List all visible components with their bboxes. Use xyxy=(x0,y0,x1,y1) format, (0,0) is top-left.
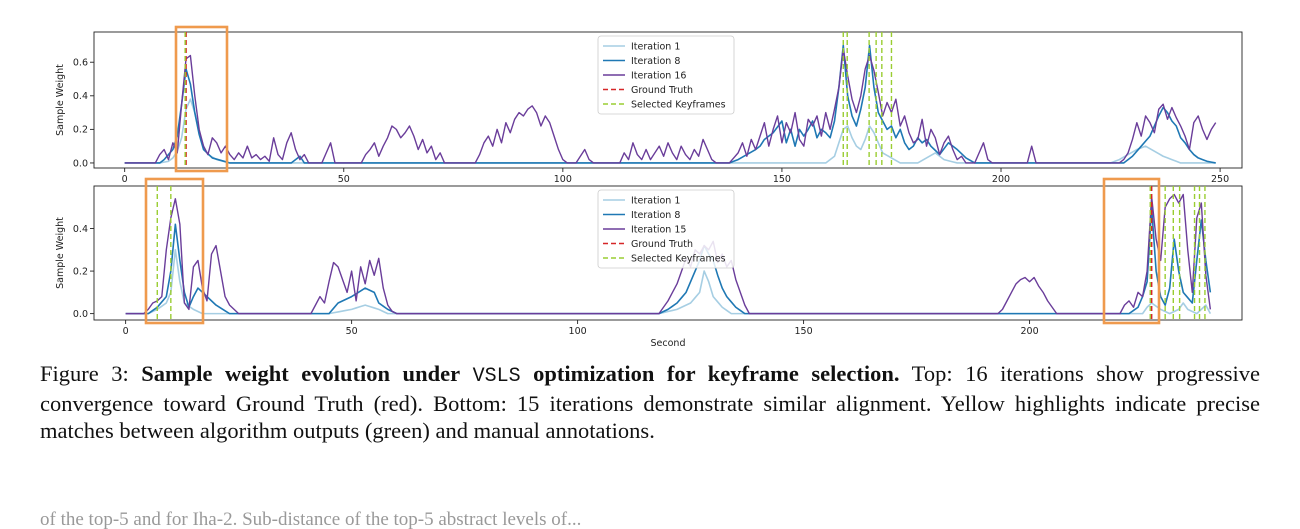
highlight-box xyxy=(174,25,229,173)
legend: Iteration 1 Iteration 8 Iteration 16 Ground… xyxy=(597,35,735,115)
legend: Iteration 1 Iteration 8 Iteration 15 Ground… xyxy=(597,189,735,269)
y-tick-label: 0.4 xyxy=(73,91,88,102)
chart-panel-2: 0 50 100 150 200 0.0 0.2 0.4 Sample Weight Second… xyxy=(55,177,1243,349)
legend-label: Ground Truth xyxy=(631,85,693,96)
legend-label: Selected Keyframes xyxy=(631,99,726,110)
x-tick-label: 100 xyxy=(554,174,572,185)
legend-label: Iteration 16 xyxy=(631,70,686,81)
legend-label: Ground Truth xyxy=(631,239,693,250)
y-tick-label: 0.0 xyxy=(73,309,88,320)
y-tick-label: 0.0 xyxy=(73,158,88,169)
x-tick-label: 0 xyxy=(123,326,129,337)
plot-area xyxy=(124,32,1217,168)
figure: 0 50 100 150 200 250 0.0 0.2 0.4 0.6 Sample Weight… xyxy=(55,25,1243,349)
figure-caption: Figure 3: Sample weight evolution under … xyxy=(40,360,1260,444)
caption-body: Top: 16 iterations show progressive conv… xyxy=(40,361,1261,443)
x-tick-label: 200 xyxy=(1021,326,1039,337)
legend-label: Iteration 8 xyxy=(631,56,680,67)
x-tick-label: 150 xyxy=(795,326,813,337)
x-tick-label: 50 xyxy=(346,326,358,337)
x-tick-label: 250 xyxy=(1211,174,1229,185)
chart-panel-1: 0 50 100 150 200 250 0.0 0.2 0.4 0.6 Sample Weight… xyxy=(55,25,1243,185)
caption-bold-post: optimization for keyframe selection. xyxy=(533,361,900,386)
series-line-iteration-16 xyxy=(124,48,1217,164)
legend-label: Iteration 1 xyxy=(631,195,680,206)
legend-label: Iteration 1 xyxy=(631,41,680,52)
x-axis-label: Second xyxy=(651,338,686,349)
caption-label: Figure 3: xyxy=(40,361,129,386)
series-line-iteration-8 xyxy=(124,44,1216,164)
x-tick-label: 200 xyxy=(992,174,1010,185)
series-line-iteration-15 xyxy=(125,193,1212,315)
y-tick-label: 0.4 xyxy=(73,224,88,235)
legend-label: Selected Keyframes xyxy=(631,253,726,264)
legend-label: Iteration 15 xyxy=(631,224,686,235)
legend-box xyxy=(597,35,735,115)
y-axis-label: Sample Weight xyxy=(55,64,66,136)
y-axis-label: Sample Weight xyxy=(55,217,66,289)
y-tick-label: 0.6 xyxy=(73,58,88,69)
y-tick-label: 0.2 xyxy=(73,266,88,277)
x-tick-label: 50 xyxy=(338,174,350,185)
next-paragraph-text: of the top-5 and for Iha-2. Sub-distance… xyxy=(40,509,582,529)
x-tick-label: 100 xyxy=(569,326,587,337)
y-tick-label: 0.2 xyxy=(73,125,88,136)
highlight-box xyxy=(144,177,205,325)
caption-code: VSLS xyxy=(472,365,521,388)
x-tick-label: 150 xyxy=(773,174,791,185)
legend-label: Iteration 8 xyxy=(631,210,680,221)
highlight-box xyxy=(1102,177,1161,325)
plot-area xyxy=(125,186,1212,320)
x-tick-label: 0 xyxy=(122,174,128,185)
caption-bold-pre: Sample weight evolution under xyxy=(141,361,461,386)
legend-box xyxy=(597,189,735,269)
